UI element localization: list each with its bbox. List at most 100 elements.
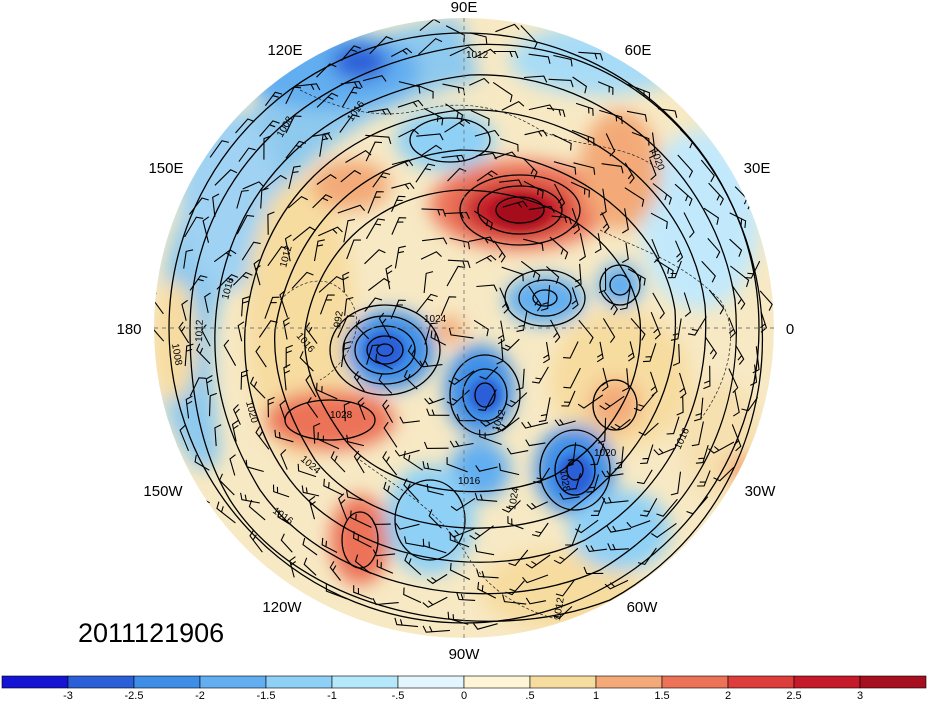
wind-barb (508, 549, 529, 567)
wind-barb (288, 165, 301, 190)
wind-barb (449, 46, 475, 57)
wind-barb (597, 81, 614, 95)
wind-barb (391, 47, 413, 57)
wind-barb (340, 169, 362, 183)
wind-barb (622, 208, 629, 234)
wind-barb (339, 114, 360, 133)
wind-barb (502, 500, 521, 513)
wind-barb (475, 254, 497, 264)
wind-barb (585, 545, 607, 552)
isobar-label: 1024 (424, 314, 447, 325)
wind-barb (355, 319, 370, 340)
wind-barb (403, 450, 424, 471)
wind-barb (236, 214, 255, 235)
wind-barb (520, 25, 538, 50)
wind-barb (446, 457, 468, 473)
wind-barb (523, 238, 544, 251)
wind-barb (317, 432, 340, 450)
wind-barb (430, 330, 447, 346)
wind-barb (419, 360, 443, 368)
wind-barb (649, 159, 657, 181)
wind-barb (672, 343, 681, 367)
colorbar-swatch (529, 675, 597, 689)
wind-barb (496, 417, 520, 432)
wind-barb (543, 341, 550, 364)
wind-barb (248, 499, 266, 521)
wind-barb (391, 217, 407, 235)
wind-barb (440, 296, 457, 317)
wind-barb (522, 574, 549, 584)
wind-barb (640, 498, 658, 517)
colorbar-swatch (265, 675, 333, 689)
wind-barb (474, 544, 495, 556)
wind-barb (728, 317, 736, 339)
wind-barb (604, 579, 629, 590)
wind-barb (445, 103, 464, 122)
wind-barb (357, 397, 366, 420)
wind-barb (525, 597, 547, 605)
wind-barb (701, 260, 716, 283)
wind-barb (319, 132, 331, 157)
wind-barb (570, 181, 590, 198)
wind-barb (209, 140, 229, 158)
wind-barb (670, 318, 682, 341)
wind-barb (713, 467, 735, 482)
wind-barb (525, 439, 546, 447)
wind-barb (289, 556, 297, 578)
wind-barb (674, 240, 684, 263)
wind-barb (449, 532, 470, 548)
colorbar-tick-label: 1 (593, 690, 599, 702)
wind-barb (533, 467, 550, 484)
lon-label-0: 0 (786, 321, 794, 338)
wind-barb (502, 200, 528, 208)
wind-barb (302, 537, 318, 556)
wind-barb (422, 461, 442, 472)
wind-barb (565, 442, 577, 467)
wind-barb (272, 484, 290, 498)
isobar-label: 1028 (330, 410, 353, 421)
colorbar-swatch (67, 675, 135, 689)
wind-barb (267, 246, 289, 267)
wind-barb (531, 522, 549, 537)
colorbar-tick-label: 1.5 (654, 690, 669, 702)
wind-barb (469, 77, 490, 86)
wind-barb (493, 50, 519, 59)
wind-barb (196, 343, 211, 365)
wind-barb (474, 48, 496, 58)
colorbar-tick-label: -1.5 (257, 690, 276, 702)
wind-barb (655, 259, 674, 278)
colorbar-tick-label: -2 (195, 690, 205, 702)
wind-barb (362, 75, 387, 82)
wind-barb (606, 525, 632, 533)
wind-barb (502, 594, 527, 605)
wind-barb (594, 233, 602, 254)
wind-barb (346, 239, 361, 260)
wind-barb (238, 147, 256, 162)
wind-barb (337, 204, 366, 214)
wind-barb (578, 51, 604, 61)
wind-barb (398, 128, 419, 138)
wind-barb (523, 180, 544, 199)
wind-barb (650, 311, 661, 340)
wind-barb (318, 226, 343, 237)
wind-barb (476, 569, 499, 579)
wind-barb (371, 517, 391, 525)
isobar-label: 1028 (557, 469, 572, 493)
wind-barb (184, 343, 194, 367)
wind-barb (473, 210, 493, 231)
lon-label-120e: 120E (267, 42, 302, 59)
wind-barb (605, 133, 616, 157)
lon-label-30w: 30W (745, 483, 777, 500)
wind-barb (477, 581, 497, 599)
wind-barb (423, 108, 444, 126)
wind-barb (650, 212, 668, 229)
colorbar-swatch (595, 675, 663, 689)
wind-barb (284, 234, 292, 262)
wind-barb (708, 441, 735, 454)
coastlines (279, 89, 731, 621)
wind-barb (579, 233, 586, 261)
wind-barb (476, 284, 498, 292)
wind-barb (263, 135, 271, 160)
isobar-label: 1012 (466, 50, 489, 61)
